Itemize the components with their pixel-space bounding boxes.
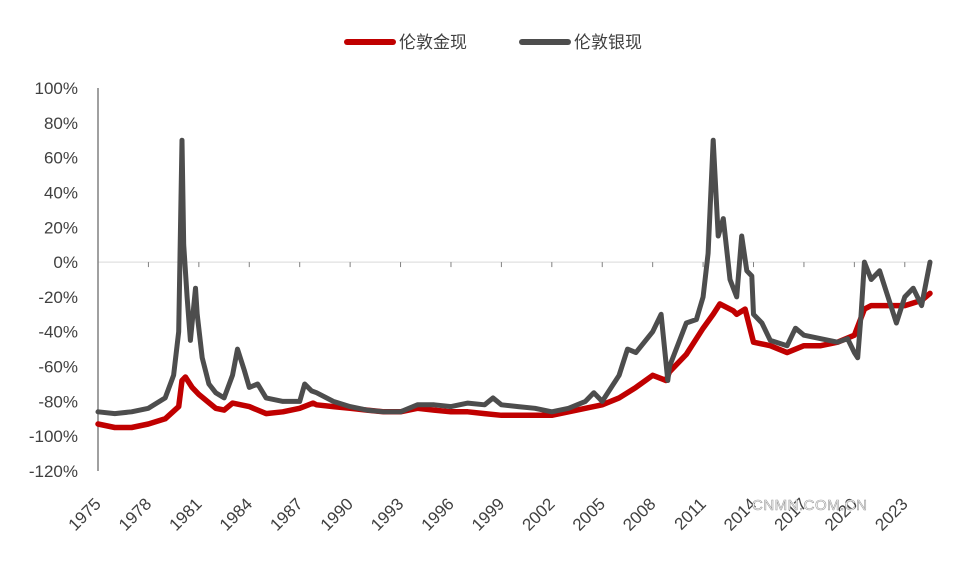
y-tick-label: -20% (38, 288, 78, 307)
series-line-silver (95, 137, 933, 417)
y-tick-label: 80% (44, 114, 78, 133)
y-tick-label: -120% (29, 462, 78, 481)
legend-label-gold: 伦敦金现 (399, 33, 467, 53)
x-tick-label: 1978 (115, 494, 155, 534)
x-tick-label: 1993 (367, 494, 407, 534)
x-tick-label: 2023 (871, 494, 911, 534)
series-line-gold (95, 290, 933, 431)
series-layer (95, 137, 933, 431)
y-tick-label: 60% (44, 149, 78, 168)
y-tick-label: 40% (44, 183, 78, 202)
y-axis: 100% 80% 60% 40% 20% 0% -20% -40% -60% -80% -100% -… (29, 79, 99, 481)
x-tick-label: 1987 (266, 494, 306, 534)
y-tick-label: -40% (38, 323, 78, 342)
x-tick-label: 2005 (569, 494, 609, 534)
x-tick-label: 1981 (165, 494, 205, 534)
x-tick-label: 1990 (317, 494, 357, 534)
legend: 伦敦金现 伦敦银现 (344, 33, 642, 53)
x-tick-label: 1996 (418, 494, 458, 534)
y-tick-label: 20% (44, 218, 78, 237)
x-tick-label: 2011 (671, 494, 710, 533)
y-tick-label: -100% (29, 427, 78, 446)
watermark-text: CNMN.COM.CN (752, 497, 868, 514)
x-tick-label: 1984 (216, 494, 256, 534)
legend-label-silver: 伦敦银现 (574, 33, 642, 53)
x-tick-label: 1975 (65, 494, 105, 534)
x-tick-label: 1999 (468, 494, 508, 534)
y-tick-label: 0% (53, 253, 78, 272)
x-tick-label: 2002 (518, 494, 558, 534)
y-tick-label: -80% (38, 392, 78, 411)
x-tick-label: 2008 (619, 494, 659, 534)
y-tick-label: 100% (35, 79, 78, 98)
y-tick-label: -60% (38, 358, 78, 377)
